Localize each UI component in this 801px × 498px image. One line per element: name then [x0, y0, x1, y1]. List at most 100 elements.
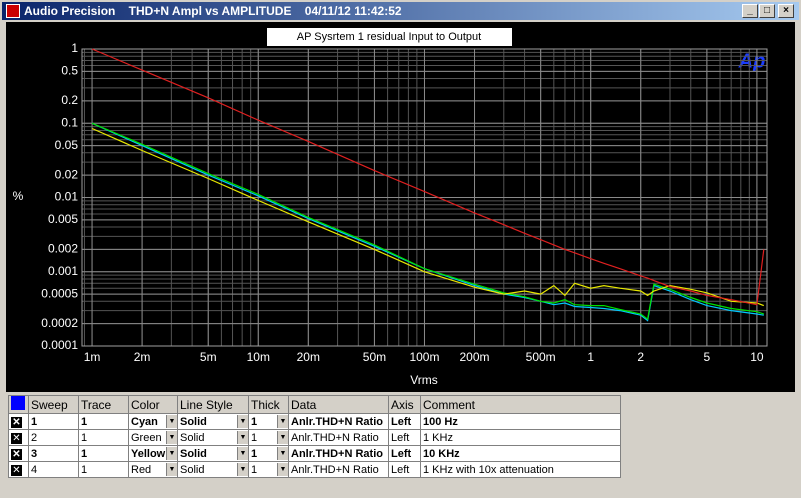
cell-text: 1: [81, 415, 88, 428]
x-tick-label: 5: [704, 350, 711, 364]
cell-text: 1: [81, 447, 88, 460]
cell-text: 2: [31, 431, 38, 444]
table-cell[interactable]: Solid ▼: [177, 413, 249, 430]
row-checkbox[interactable]: ✕: [8, 429, 29, 446]
cell-text: 1: [251, 447, 258, 460]
dropdown-button[interactable]: ▼: [237, 463, 248, 476]
table-cell[interactable]: Cyan ▼: [128, 413, 178, 430]
x-axis-label: Vrms: [410, 373, 438, 387]
table-cell[interactable]: 1: [78, 445, 129, 462]
table-row[interactable]: ✕ 2 1 Green ▼ Solid ▼ 1 ▼ Anlr.THD+N Ratio Left 1 K…: [8, 429, 621, 446]
table-row[interactable]: ✕ 3 1 Yellow ▼ Solid ▼ 1 ▼ Anlr.THD+N Ratio Left 10…: [8, 445, 621, 462]
table-cell[interactable]: Anlr.THD+N Ratio: [288, 461, 389, 478]
column-header[interactable]: Line Style: [177, 395, 249, 414]
column-header[interactable]: Color: [128, 395, 178, 414]
cell-text: Anlr.THD+N Ratio: [291, 447, 383, 460]
table-cell[interactable]: Anlr.THD+N Ratio: [288, 445, 389, 462]
table-cell[interactable]: Left: [388, 445, 421, 462]
table-cell[interactable]: 1: [78, 413, 129, 430]
table-cell[interactable]: 10 KHz: [420, 445, 621, 462]
table-cell[interactable]: 3: [28, 445, 79, 462]
column-header[interactable]: Comment: [420, 395, 621, 414]
table-cell[interactable]: 1: [28, 413, 79, 430]
maximize-button[interactable]: □: [759, 4, 775, 18]
column-header[interactable]: Thick: [248, 395, 289, 414]
series-line: [91, 122, 764, 322]
table-cell[interactable]: 1 ▼: [248, 429, 289, 446]
cell-text: 1: [81, 431, 88, 444]
dropdown-button[interactable]: ▼: [277, 447, 288, 460]
plot-frame: [81, 48, 768, 347]
cell-text: Solid: [180, 415, 207, 428]
row-checkbox[interactable]: ✕: [8, 413, 29, 430]
cell-text: Solid: [180, 431, 205, 444]
table-cell[interactable]: 1: [78, 429, 129, 446]
table-cell[interactable]: Green ▼: [128, 429, 178, 446]
dropdown-button[interactable]: ▼: [166, 415, 177, 428]
x-tick-label: 10m: [247, 350, 270, 364]
table-cell[interactable]: Anlr.THD+N Ratio: [288, 429, 389, 446]
table-cell[interactable]: Solid ▼: [177, 445, 249, 462]
x-tick-label: 50m: [363, 350, 386, 364]
dropdown-button[interactable]: ▼: [237, 447, 248, 460]
table-cell[interactable]: 100 Hz: [420, 413, 621, 430]
y-tick-label: 0.005: [48, 212, 78, 226]
table-cell[interactable]: Yellow ▼: [128, 445, 178, 462]
cell-text: Yellow: [131, 447, 166, 460]
column-header[interactable]: Axis: [388, 395, 421, 414]
table-cell[interactable]: Anlr.THD+N Ratio: [288, 413, 389, 430]
column-header[interactable]: Trace: [78, 395, 129, 414]
table-header: Sweep Trace Color Line Style Thick Data Axis Co…: [8, 395, 621, 414]
cell-text: 1 KHz with 10x attenuation: [423, 463, 554, 476]
x-tick-label: 200m: [460, 350, 490, 364]
table-cell[interactable]: 1 ▼: [248, 413, 289, 430]
dropdown-button[interactable]: ▼: [277, 415, 288, 428]
dropdown-button[interactable]: ▼: [166, 431, 177, 444]
cell-text: Solid: [180, 447, 207, 460]
cell-text: Left: [391, 463, 410, 476]
y-tick-label: 0.5: [61, 64, 78, 78]
dropdown-button[interactable]: ▼: [166, 463, 177, 476]
column-header[interactable]: Sweep: [28, 395, 79, 414]
table-cell[interactable]: Solid ▼: [177, 429, 249, 446]
cell-text: Anlr.THD+N Ratio: [291, 431, 379, 444]
cell-text: Solid: [180, 463, 205, 476]
table-cell[interactable]: Left: [388, 461, 421, 478]
dropdown-button[interactable]: ▼: [237, 431, 248, 444]
x-tick-label: 500m: [526, 350, 556, 364]
x-tick-label: 10: [750, 350, 764, 364]
y-tick-label: 0.0002: [41, 316, 78, 330]
cell-text: 1: [251, 463, 258, 476]
table-cell[interactable]: 1 ▼: [248, 461, 289, 478]
y-tick-label: 1: [71, 41, 78, 55]
table-cell[interactable]: Left: [388, 429, 421, 446]
x-tick-label: 20m: [297, 350, 320, 364]
table-cell[interactable]: Left: [388, 413, 421, 430]
table-row[interactable]: ✕ 4 1 Red ▼ Solid ▼ 1 ▼ Anlr.THD+N Ratio Left 1 KHz…: [8, 461, 621, 478]
cell-text: 1 KHz: [423, 431, 453, 444]
table-cell[interactable]: 1 ▼: [248, 445, 289, 462]
x-tick-label: 2: [637, 350, 644, 364]
close-button[interactable]: ×: [778, 4, 794, 18]
table-cell[interactable]: 1: [78, 461, 129, 478]
table-cell[interactable]: Solid ▼: [177, 461, 249, 478]
row-checkbox[interactable]: ✕: [8, 461, 29, 478]
dropdown-button[interactable]: ▼: [166, 447, 177, 460]
dropdown-button[interactable]: ▼: [237, 415, 248, 428]
cell-text: Green: [131, 431, 162, 444]
table-cell[interactable]: 2: [28, 429, 79, 446]
column-header[interactable]: Data: [288, 395, 389, 414]
dropdown-button[interactable]: ▼: [277, 463, 288, 476]
table-cell[interactable]: 1 KHz: [420, 429, 621, 446]
table-row[interactable]: ✕ 1 1 Cyan ▼ Solid ▼ 1 ▼ Anlr.THD+N Ratio Left 100 …: [8, 413, 621, 430]
minimize-button[interactable]: _: [742, 4, 758, 18]
table-cell[interactable]: Red ▼: [128, 461, 178, 478]
dropdown-button[interactable]: ▼: [277, 431, 288, 444]
cell-text: 100 Hz: [423, 415, 458, 428]
select-all[interactable]: [8, 395, 29, 414]
table-cell[interactable]: 4: [28, 461, 79, 478]
cell-text: Left: [391, 431, 410, 444]
table-cell[interactable]: 1 KHz with 10x attenuation: [420, 461, 621, 478]
row-checkbox[interactable]: ✕: [8, 445, 29, 462]
